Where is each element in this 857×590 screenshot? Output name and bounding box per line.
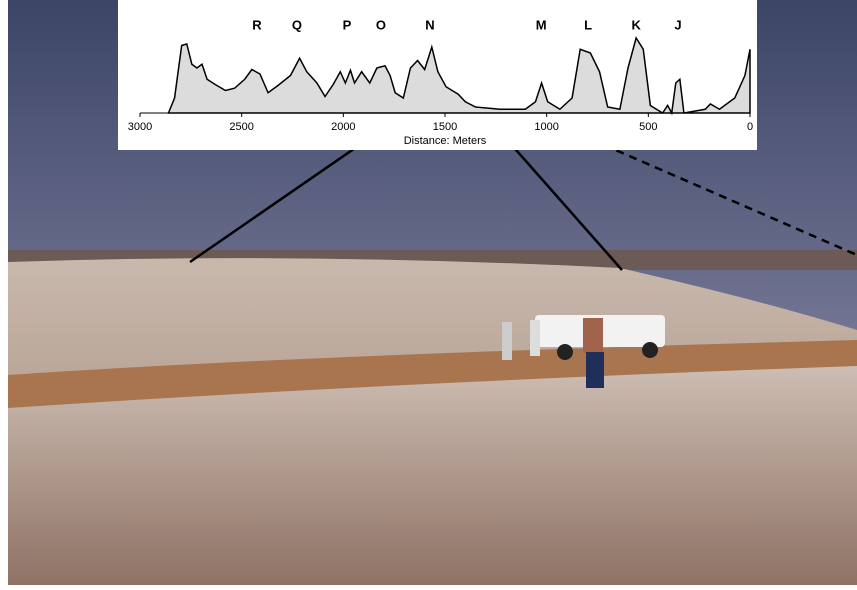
page: Distance: Meters 3000 2500 2000 1500 1000 500… xyxy=(0,0,857,585)
ridge-label: P xyxy=(343,17,352,32)
x-tick-label: 2000 xyxy=(331,121,355,133)
x-tick-label: 1000 xyxy=(534,121,558,133)
ridge-label: Q xyxy=(292,17,302,32)
x-tick-label: 2500 xyxy=(229,121,253,133)
scene: Distance: Meters 3000 2500 2000 1500 1000 500… xyxy=(0,0,857,585)
ridge-label: M xyxy=(536,17,547,32)
x-tick-label: 0 xyxy=(747,121,753,133)
x-tick-label: 3000 xyxy=(128,121,152,133)
x-axis-label: Distance: Meters xyxy=(404,135,487,147)
x-tick-label: 500 xyxy=(639,121,657,133)
ridge-label: J xyxy=(674,17,681,32)
ridge-label: K xyxy=(631,17,641,32)
ridge-label: N xyxy=(425,17,434,32)
ridge-label: O xyxy=(376,17,386,32)
ridge-label: L xyxy=(584,17,592,32)
ridge-label: R xyxy=(252,17,262,32)
x-tick-label: 1500 xyxy=(433,121,457,133)
